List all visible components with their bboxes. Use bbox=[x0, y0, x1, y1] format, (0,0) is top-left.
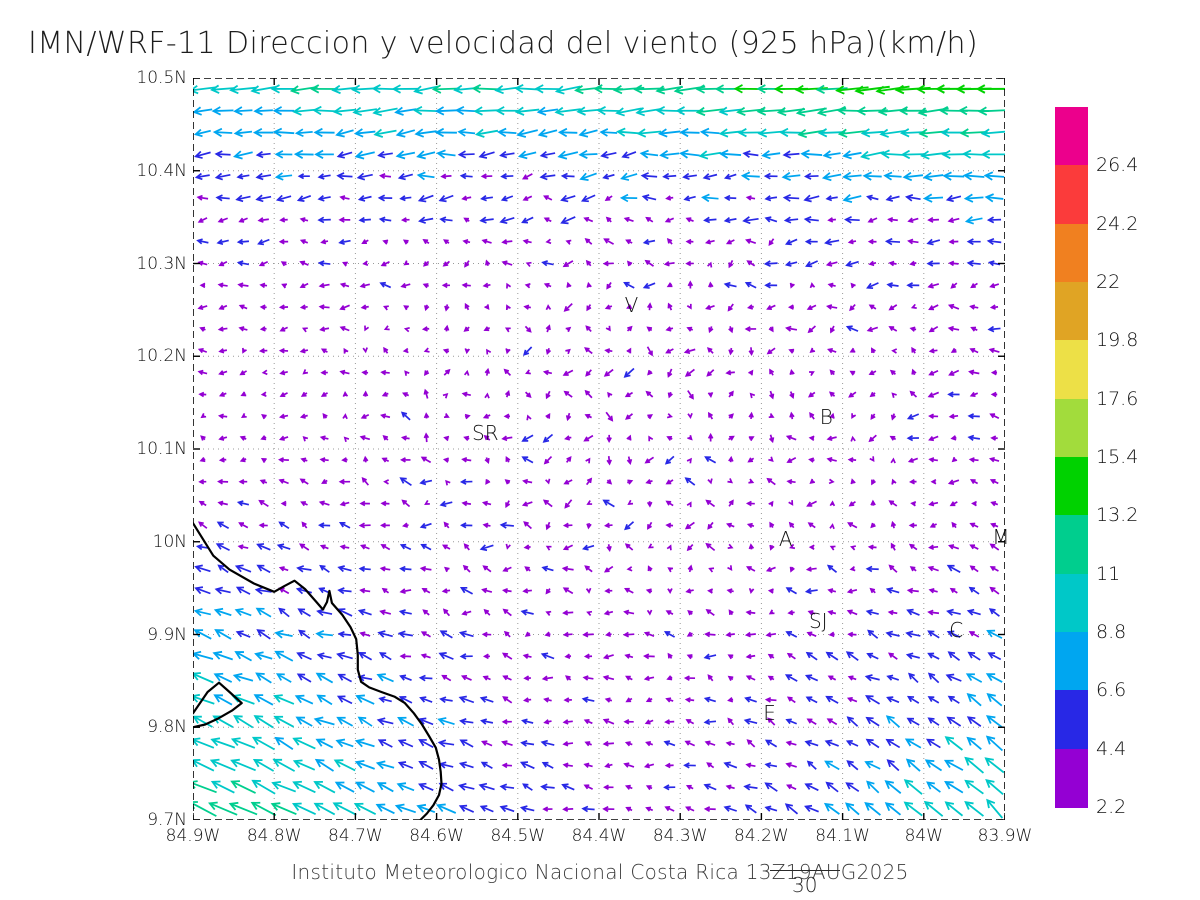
colorbar-tick-labels: 26.4 24.2 22 19.8 17.6 15.4 13.2 11 8.8 6.6 4.4 2.2 bbox=[1096, 107, 1196, 818]
colorbar-band bbox=[1055, 748, 1088, 808]
speed-colorbar bbox=[1055, 107, 1088, 808]
colorbar-tick-label: 26.4 bbox=[1096, 154, 1139, 177]
x-tick-label: 84W bbox=[904, 826, 944, 846]
colorbar-band bbox=[1055, 632, 1088, 691]
colorbar-band bbox=[1055, 340, 1088, 400]
y-tick-label: 9.7N bbox=[147, 810, 187, 830]
colorbar-band bbox=[1055, 107, 1088, 166]
coastline bbox=[193, 522, 443, 820]
colorbar-tick-label: 24.2 bbox=[1096, 212, 1139, 235]
y-axis-latitude: 10.5N 10.4N 10.3N 10.2N 10.1N 10N 9.9N 9.8N 9.7N bbox=[105, 68, 187, 830]
colorbar-tick-label: 13.2 bbox=[1096, 504, 1139, 527]
y-tick-label: 10.5N bbox=[136, 68, 187, 88]
colorbar-band bbox=[1055, 515, 1088, 575]
y-tick-label: 9.8N bbox=[147, 717, 187, 738]
y-tick-label: 10N bbox=[152, 531, 187, 552]
map-plot-area: V B SR A SJ C E M bbox=[193, 78, 1010, 820]
footer-credit: Instituto Meteorologico Nacional Costa R… bbox=[291, 860, 909, 884]
x-tick-label: 84.9W bbox=[165, 826, 221, 846]
colorbar-tick-label: 11 bbox=[1096, 562, 1121, 585]
plot-border bbox=[193, 78, 1005, 820]
y-tick-label: 10.2N bbox=[136, 346, 187, 367]
colorbar-band bbox=[1055, 223, 1088, 283]
reference-vector-label: 30 bbox=[792, 873, 818, 897]
x-tick-label: 84.1W bbox=[815, 826, 870, 846]
map-gridlines bbox=[193, 78, 1005, 820]
colorbar-tick-label: 6.6 bbox=[1096, 679, 1127, 702]
colorbar-tick-label: 4.4 bbox=[1096, 737, 1127, 760]
colorbar-tick-label: 15.4 bbox=[1096, 446, 1139, 468]
x-tick-label: 84.8W bbox=[246, 826, 302, 846]
x-tick-label: 84.4W bbox=[571, 826, 627, 846]
colorbar-band bbox=[1055, 165, 1088, 225]
colorbar-band bbox=[1055, 398, 1088, 458]
colorbar-tick-label: 17.6 bbox=[1096, 387, 1139, 410]
x-tick-label: 84.5W bbox=[490, 826, 546, 846]
colorbar-band bbox=[1055, 690, 1088, 750]
colorbar-band bbox=[1055, 457, 1088, 516]
y-tick-label: 10.4N bbox=[136, 160, 187, 181]
colorbar-band bbox=[1055, 573, 1088, 633]
x-tick-label: 83.9W bbox=[977, 826, 1033, 846]
colorbar-tick-label: 8.8 bbox=[1096, 621, 1127, 643]
wind-vector-field bbox=[193, 84, 1005, 819]
y-tick-label: 10.3N bbox=[136, 253, 187, 274]
colorbar-tick-label: 22 bbox=[1096, 271, 1121, 293]
x-tick-label: 84.3W bbox=[652, 826, 708, 846]
colorbar-tick-label: 19.8 bbox=[1096, 329, 1139, 352]
x-axis-longitude: 84.9W 84.8W 84.7W 84.6W 84.5W 84.4W 84.3W 84.2W… bbox=[166, 826, 1033, 852]
colorbar-tick-label: 2.2 bbox=[1096, 796, 1127, 818]
x-tick-label: 84.7W bbox=[328, 826, 383, 846]
x-tick-label: 84.2W bbox=[734, 826, 789, 846]
x-tick-label: 84.6W bbox=[409, 826, 464, 846]
reference-vector: 30 bbox=[770, 866, 846, 900]
colorbar-band bbox=[1055, 282, 1088, 341]
y-tick-label: 9.9N bbox=[147, 624, 187, 645]
figure-title: IMN/WRF-11 Direccion y velocidad del vie… bbox=[28, 26, 979, 61]
reference-vector-line bbox=[770, 870, 840, 871]
y-tick-label: 10.1N bbox=[136, 439, 187, 459]
